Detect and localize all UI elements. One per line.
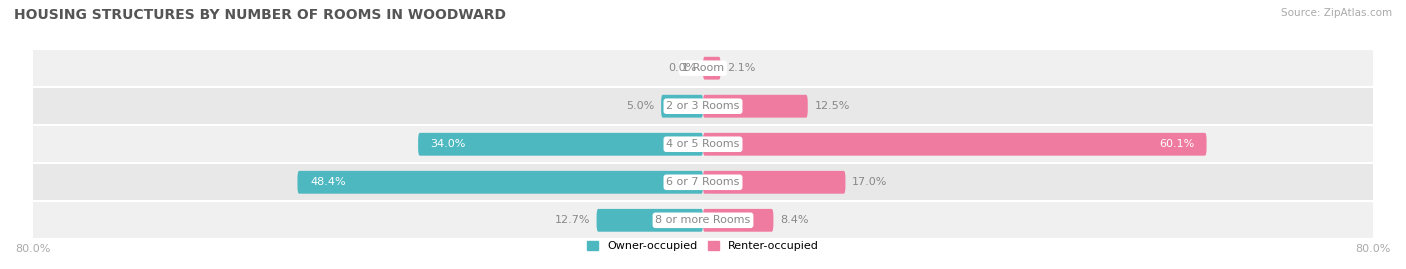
- Bar: [32, 126, 1374, 162]
- Text: 8.4%: 8.4%: [780, 215, 808, 225]
- FancyBboxPatch shape: [298, 171, 703, 194]
- FancyBboxPatch shape: [661, 95, 703, 118]
- Text: 48.4%: 48.4%: [311, 177, 346, 187]
- Bar: [32, 202, 1374, 238]
- Text: 34.0%: 34.0%: [430, 139, 465, 149]
- FancyBboxPatch shape: [703, 209, 773, 232]
- Text: 2 or 3 Rooms: 2 or 3 Rooms: [666, 101, 740, 111]
- Text: 2.1%: 2.1%: [727, 63, 755, 73]
- Legend: Owner-occupied, Renter-occupied: Owner-occupied, Renter-occupied: [586, 241, 820, 251]
- FancyBboxPatch shape: [596, 209, 703, 232]
- Text: 8 or more Rooms: 8 or more Rooms: [655, 215, 751, 225]
- Text: HOUSING STRUCTURES BY NUMBER OF ROOMS IN WOODWARD: HOUSING STRUCTURES BY NUMBER OF ROOMS IN…: [14, 8, 506, 22]
- Text: 6 or 7 Rooms: 6 or 7 Rooms: [666, 177, 740, 187]
- Bar: [32, 50, 1374, 86]
- Text: 0.0%: 0.0%: [668, 63, 696, 73]
- Text: 12.7%: 12.7%: [554, 215, 591, 225]
- FancyBboxPatch shape: [703, 171, 845, 194]
- FancyBboxPatch shape: [703, 133, 1206, 156]
- Text: 1 Room: 1 Room: [682, 63, 724, 73]
- FancyBboxPatch shape: [703, 95, 807, 118]
- Text: 5.0%: 5.0%: [626, 101, 654, 111]
- FancyBboxPatch shape: [703, 57, 721, 80]
- Bar: [32, 88, 1374, 124]
- FancyBboxPatch shape: [418, 133, 703, 156]
- Text: 60.1%: 60.1%: [1159, 139, 1194, 149]
- Text: Source: ZipAtlas.com: Source: ZipAtlas.com: [1281, 8, 1392, 18]
- Text: 4 or 5 Rooms: 4 or 5 Rooms: [666, 139, 740, 149]
- Text: 12.5%: 12.5%: [814, 101, 849, 111]
- Bar: [32, 164, 1374, 200]
- Text: 17.0%: 17.0%: [852, 177, 887, 187]
